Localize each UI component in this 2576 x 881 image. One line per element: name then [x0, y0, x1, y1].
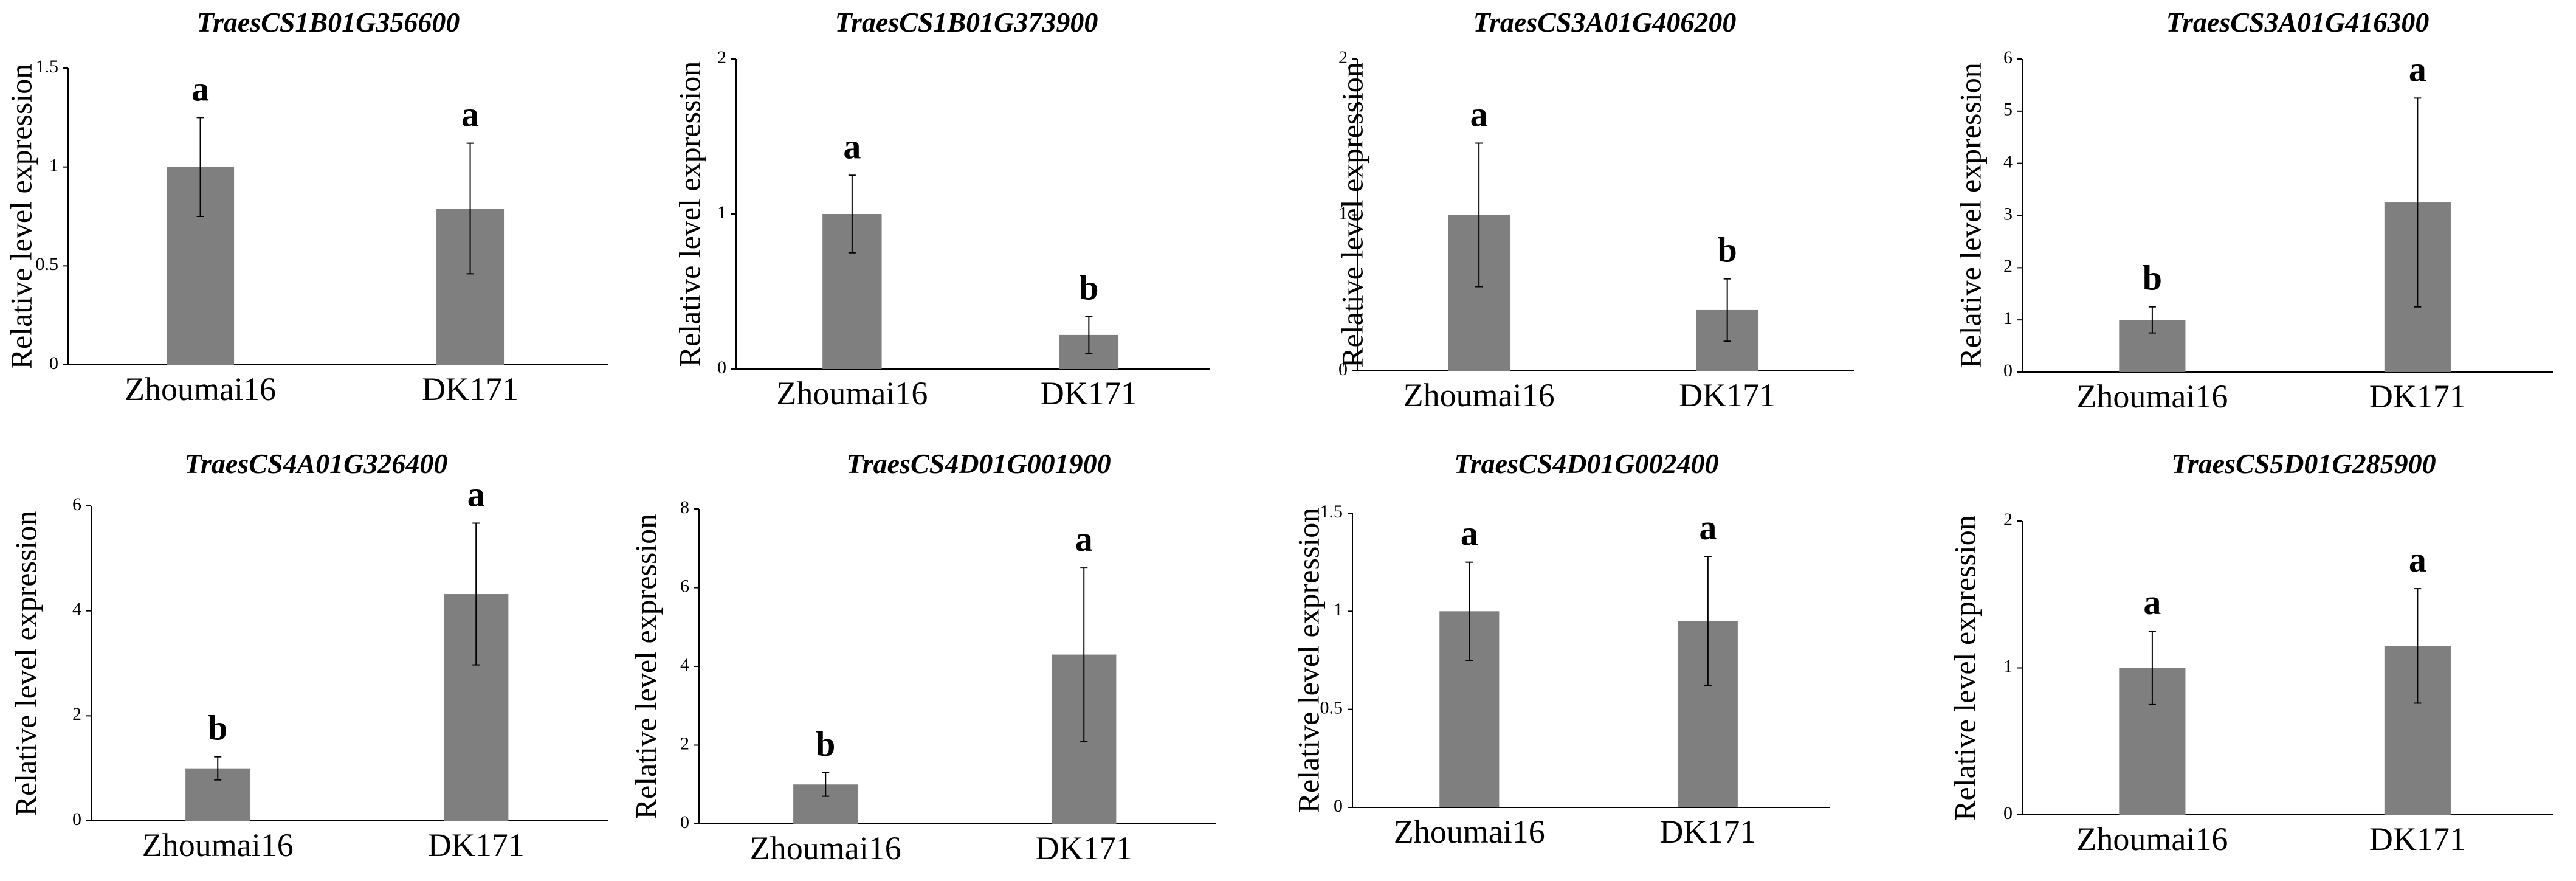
y-tick-label: 1	[1338, 203, 1348, 223]
y-tick-label: 2	[717, 47, 726, 67]
category-label: DK171	[1679, 377, 1775, 413]
chart-title: TraesCS1B01G373900	[835, 7, 1098, 38]
category-label: DK171	[1041, 375, 1137, 412]
y-tick-label: 2	[680, 733, 689, 753]
chart-title: TraesCS1B01G356600	[197, 7, 460, 38]
y-axis-label: Relative level expression	[1947, 515, 1982, 821]
y-axis-label: Relative level expression	[1335, 62, 1369, 368]
y-tick-label: 4	[680, 655, 689, 675]
y-tick-label: 4	[72, 599, 81, 620]
chart-panel-3: TraesCS3A01G406200 Relative level express…	[1335, 7, 1854, 413]
category-label: Zhoumai16	[2076, 821, 2228, 857]
chart-title: TraesCS5D01G285900	[2171, 448, 2436, 479]
category-label: Zhoumai16	[1394, 814, 1545, 850]
chart-title: TraesCS3A01G406200	[1473, 7, 1737, 38]
chart-panel-5: TraesCS4A01G326400 Relative level express…	[9, 448, 608, 863]
significance-letter: b	[208, 708, 227, 748]
y-tick-label: 2	[2003, 510, 2013, 530]
significance-letter: a	[843, 126, 861, 166]
y-tick-label: 6	[680, 576, 689, 596]
category-label: DK171	[428, 827, 525, 863]
y-tick-label: 0	[717, 358, 726, 378]
y-tick-label: 8	[680, 497, 689, 517]
significance-letter: a	[2143, 582, 2161, 622]
category-label: Zhoumai16	[2076, 378, 2228, 415]
chart-title: TraesCS3A01G416300	[2166, 7, 2430, 38]
y-tick-label: 2	[1338, 47, 1348, 67]
y-tick-label: 0	[49, 353, 58, 373]
significance-letter: a	[2409, 540, 2426, 579]
significance-letter: a	[1470, 95, 1488, 134]
y-tick-label: 1.5	[36, 57, 59, 77]
chart-panel-1: TraesCS1B01G356600 Relative level express…	[4, 7, 608, 407]
significance-letter: a	[191, 69, 209, 108]
chart-title: TraesCS4D01G001900	[846, 448, 1111, 479]
y-axis-label: Relative level expression	[629, 514, 663, 820]
y-tick-label: 2	[72, 704, 81, 724]
y-axis-label: Relative level expression	[1291, 508, 1325, 814]
significance-letter: a	[1461, 514, 1478, 553]
chart-panel-4: TraesCS3A01G416300 Relative level express…	[1953, 7, 2553, 415]
chart-title: TraesCS4A01G326400	[185, 448, 448, 479]
y-tick-label: 1	[49, 156, 58, 176]
y-tick-label: 5	[2003, 100, 2013, 120]
y-tick-label: 0.5	[36, 254, 59, 274]
category-label: Zhoumai16	[750, 830, 901, 866]
y-tick-label: 3	[2003, 204, 2013, 224]
chart-panel-6: TraesCS4D01G001900 Relative level express…	[629, 448, 1216, 866]
significance-letter: a	[2409, 49, 2426, 89]
y-tick-label: 1	[717, 202, 726, 223]
chart-panel-2: TraesCS1B01G373900 Relative level express…	[672, 7, 1210, 412]
y-tick-label: 0	[2003, 803, 2013, 823]
significance-letter: b	[1079, 268, 1098, 307]
category-label: DK171	[2369, 821, 2466, 857]
chart-panel-7: TraesCS4D01G002400 Relative level express…	[1291, 448, 1830, 850]
y-axis-label: Relative level expression	[9, 511, 43, 817]
y-tick-label: 2	[2003, 256, 2013, 276]
y-tick-label: 1	[2003, 656, 2013, 676]
y-tick-label: 6	[72, 494, 81, 514]
significance-letter: a	[461, 95, 479, 134]
significance-letter: b	[1718, 230, 1737, 270]
y-axis-label: Relative level expression	[4, 64, 38, 370]
category-label: Zhoumai16	[142, 827, 294, 863]
y-tick-label: 0	[72, 809, 81, 829]
y-axis-label: Relative level expression	[672, 61, 706, 367]
category-label: Zhoumai16	[776, 375, 928, 412]
significance-letter: b	[2143, 258, 2162, 298]
significance-letter: a	[467, 474, 485, 514]
y-tick-label: 6	[2003, 47, 2013, 67]
category-label: Zhoumai16	[125, 371, 276, 407]
y-tick-label: 0	[680, 812, 689, 832]
y-tick-label: 1	[1334, 599, 1343, 620]
y-tick-label: 0	[2003, 361, 2013, 381]
category-label: DK171	[1659, 814, 1756, 850]
y-tick-label: 0	[1338, 359, 1348, 379]
category-label: DK171	[422, 371, 518, 407]
category-label: DK171	[1036, 830, 1132, 866]
category-label: DK171	[2369, 378, 2466, 415]
category-label: Zhoumai16	[1403, 377, 1555, 413]
significance-letter: a	[1075, 519, 1093, 559]
y-tick-label: 4	[2003, 152, 2013, 172]
y-tick-label: 1.5	[1320, 502, 1343, 522]
y-tick-label: 0.5	[1320, 698, 1343, 718]
y-tick-label: 0	[1334, 796, 1343, 816]
y-axis-label: Relative level expression	[1953, 63, 1987, 368]
chart-panel-8: TraesCS5D01G285900 Relative level express…	[1947, 448, 2553, 857]
significance-letter: a	[1699, 508, 1717, 547]
chart-title: TraesCS4D01G002400	[1454, 448, 1718, 479]
significance-letter: b	[816, 724, 835, 764]
y-tick-label: 1	[2003, 308, 2013, 328]
